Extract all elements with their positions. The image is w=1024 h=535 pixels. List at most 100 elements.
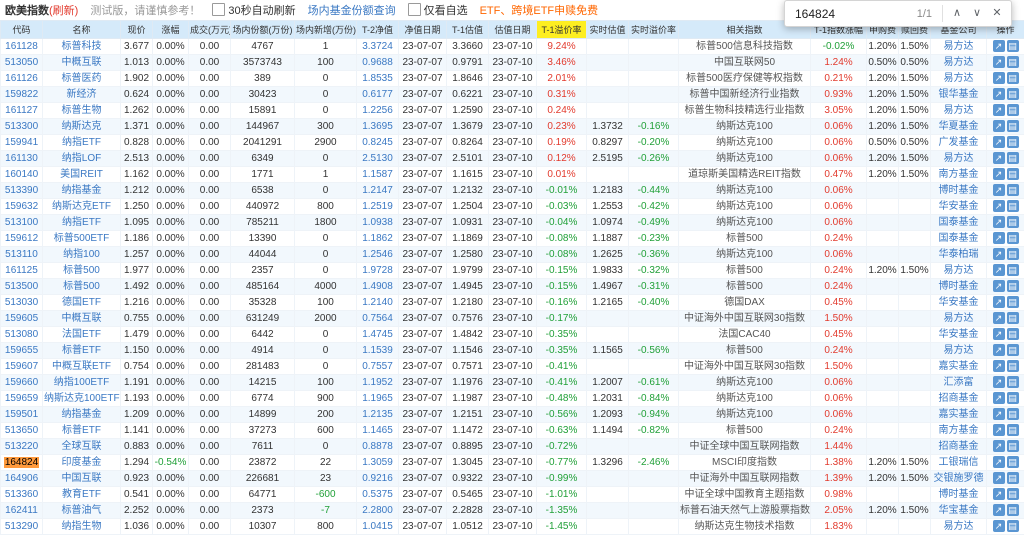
cell-name[interactable]: 纳指LOF: [43, 151, 121, 167]
cell-code[interactable]: 162411: [1, 503, 43, 519]
cell-company[interactable]: 易方达: [931, 55, 987, 71]
cell-name[interactable]: 标普科技: [43, 39, 121, 55]
cell-name[interactable]: 标普医药: [43, 71, 121, 87]
cell-nav2[interactable]: 1.2256: [357, 103, 399, 119]
kline-chart-icon[interactable]: ▤: [1007, 120, 1019, 132]
minute-chart-icon[interactable]: ↗: [993, 456, 1005, 468]
kline-chart-icon[interactable]: ▤: [1007, 88, 1019, 100]
minute-chart-icon[interactable]: ↗: [993, 200, 1005, 212]
cell-code[interactable]: 160140: [1, 167, 43, 183]
kline-chart-icon[interactable]: ▤: [1007, 520, 1019, 532]
kline-chart-icon[interactable]: ▤: [1007, 472, 1019, 484]
column-header-rt_est[interactable]: 实时估值: [587, 21, 629, 39]
kline-chart-icon[interactable]: ▤: [1007, 280, 1019, 292]
kline-chart-icon[interactable]: ▤: [1007, 248, 1019, 260]
cell-name[interactable]: 纳指基金: [43, 183, 121, 199]
cell-company[interactable]: 华安基金: [931, 327, 987, 343]
cell-code[interactable]: 159632: [1, 199, 43, 215]
cell-code[interactable]: 513220: [1, 439, 43, 455]
kline-chart-icon[interactable]: ▤: [1007, 440, 1019, 452]
cell-nav2[interactable]: 1.0938: [357, 215, 399, 231]
cell-name[interactable]: 德国ETF: [43, 295, 121, 311]
kline-chart-icon[interactable]: ▤: [1007, 408, 1019, 420]
cell-company[interactable]: 易方达: [931, 71, 987, 87]
cell-code[interactable]: 159822: [1, 87, 43, 103]
auto-refresh-checkbox[interactable]: [212, 3, 225, 16]
minute-chart-icon[interactable]: ↗: [993, 216, 1005, 228]
cell-code[interactable]: 513360: [1, 487, 43, 503]
cell-company[interactable]: 南方基金: [931, 167, 987, 183]
cell-company[interactable]: 华泰柏瑞: [931, 247, 987, 263]
minute-chart-icon[interactable]: ↗: [993, 376, 1005, 388]
cell-company[interactable]: 博时基金: [931, 487, 987, 503]
cell-code[interactable]: 513100: [1, 215, 43, 231]
cell-code[interactable]: 513390: [1, 183, 43, 199]
minute-chart-icon[interactable]: ↗: [993, 168, 1005, 180]
cell-code[interactable]: 159501: [1, 407, 43, 423]
cell-nav2[interactable]: 1.0415: [357, 519, 399, 535]
cell-code[interactable]: 161128: [1, 39, 43, 55]
auto-refresh-option[interactable]: 30秒自动刷新: [212, 2, 295, 18]
cell-company[interactable]: 易方达: [931, 519, 987, 535]
kline-chart-icon[interactable]: ▤: [1007, 216, 1019, 228]
cell-company[interactable]: 易方达: [931, 343, 987, 359]
kline-chart-icon[interactable]: ▤: [1007, 488, 1019, 500]
kline-chart-icon[interactable]: ▤: [1007, 104, 1019, 116]
cell-name[interactable]: 新经济: [43, 87, 121, 103]
cell-name[interactable]: 纳指100: [43, 247, 121, 263]
kline-chart-icon[interactable]: ▤: [1007, 424, 1019, 436]
cell-name[interactable]: 纳指基金: [43, 407, 121, 423]
kline-chart-icon[interactable]: ▤: [1007, 392, 1019, 404]
cell-name[interactable]: 纳指ETF: [43, 215, 121, 231]
cell-name[interactable]: 标普500: [43, 263, 121, 279]
minute-chart-icon[interactable]: ↗: [993, 392, 1005, 404]
cell-company[interactable]: 易方达: [931, 263, 987, 279]
cell-company[interactable]: 易方达: [931, 39, 987, 55]
kline-chart-icon[interactable]: ▤: [1007, 40, 1019, 52]
cell-nav2[interactable]: 3.3724: [357, 39, 399, 55]
cell-code[interactable]: 159607: [1, 359, 43, 375]
kline-chart-icon[interactable]: ▤: [1007, 136, 1019, 148]
cell-name[interactable]: 标普ETF: [43, 423, 121, 439]
minute-chart-icon[interactable]: ↗: [993, 264, 1005, 276]
minute-chart-icon[interactable]: ↗: [993, 328, 1005, 340]
cell-name[interactable]: 纳斯达克ETF: [43, 199, 121, 215]
refresh-link[interactable]: (刷新): [49, 5, 78, 17]
minute-chart-icon[interactable]: ↗: [993, 88, 1005, 100]
cell-company[interactable]: 银华基金: [931, 87, 987, 103]
cell-code[interactable]: 513300: [1, 119, 43, 135]
minute-chart-icon[interactable]: ↗: [993, 344, 1005, 356]
cell-company[interactable]: 易方达: [931, 151, 987, 167]
cell-nav2[interactable]: 1.2519: [357, 199, 399, 215]
cell-name[interactable]: 印度基金: [43, 455, 121, 471]
minute-chart-icon[interactable]: ↗: [993, 504, 1005, 516]
cell-nav2[interactable]: 0.8245: [357, 135, 399, 151]
cell-company[interactable]: 易方达: [931, 311, 987, 327]
column-header-code[interactable]: 代码: [1, 21, 43, 39]
minute-chart-icon[interactable]: ↗: [993, 296, 1005, 308]
column-header-nav2[interactable]: T-2净值: [357, 21, 399, 39]
cell-name[interactable]: 教育ETF: [43, 487, 121, 503]
minute-chart-icon[interactable]: ↗: [993, 72, 1005, 84]
cell-name[interactable]: 纳指100ETF: [43, 375, 121, 391]
kline-chart-icon[interactable]: ▤: [1007, 296, 1019, 308]
cell-code[interactable]: 513030: [1, 295, 43, 311]
cell-nav2[interactable]: 1.8535: [357, 71, 399, 87]
cell-company[interactable]: 汇添富: [931, 375, 987, 391]
cell-nav2[interactable]: 0.7564: [357, 311, 399, 327]
cell-company[interactable]: 博时基金: [931, 279, 987, 295]
cell-code[interactable]: 159612: [1, 231, 43, 247]
cell-nav2[interactable]: 2.5130: [357, 151, 399, 167]
cell-code[interactable]: 164824: [1, 455, 43, 471]
column-header-chg[interactable]: 涨幅: [153, 21, 189, 39]
column-header-est1[interactable]: T-1估值: [447, 21, 489, 39]
minute-chart-icon[interactable]: ↗: [993, 104, 1005, 116]
kline-chart-icon[interactable]: ▤: [1007, 184, 1019, 196]
cell-code[interactable]: 513500: [1, 279, 43, 295]
column-header-est_date[interactable]: 估值日期: [489, 21, 537, 39]
cell-code[interactable]: 513290: [1, 519, 43, 535]
cell-nav2[interactable]: 1.3059: [357, 455, 399, 471]
cell-company[interactable]: 交银施罗德: [931, 471, 987, 487]
cell-code[interactable]: 513110: [1, 247, 43, 263]
cell-nav2[interactable]: 1.2135: [357, 407, 399, 423]
